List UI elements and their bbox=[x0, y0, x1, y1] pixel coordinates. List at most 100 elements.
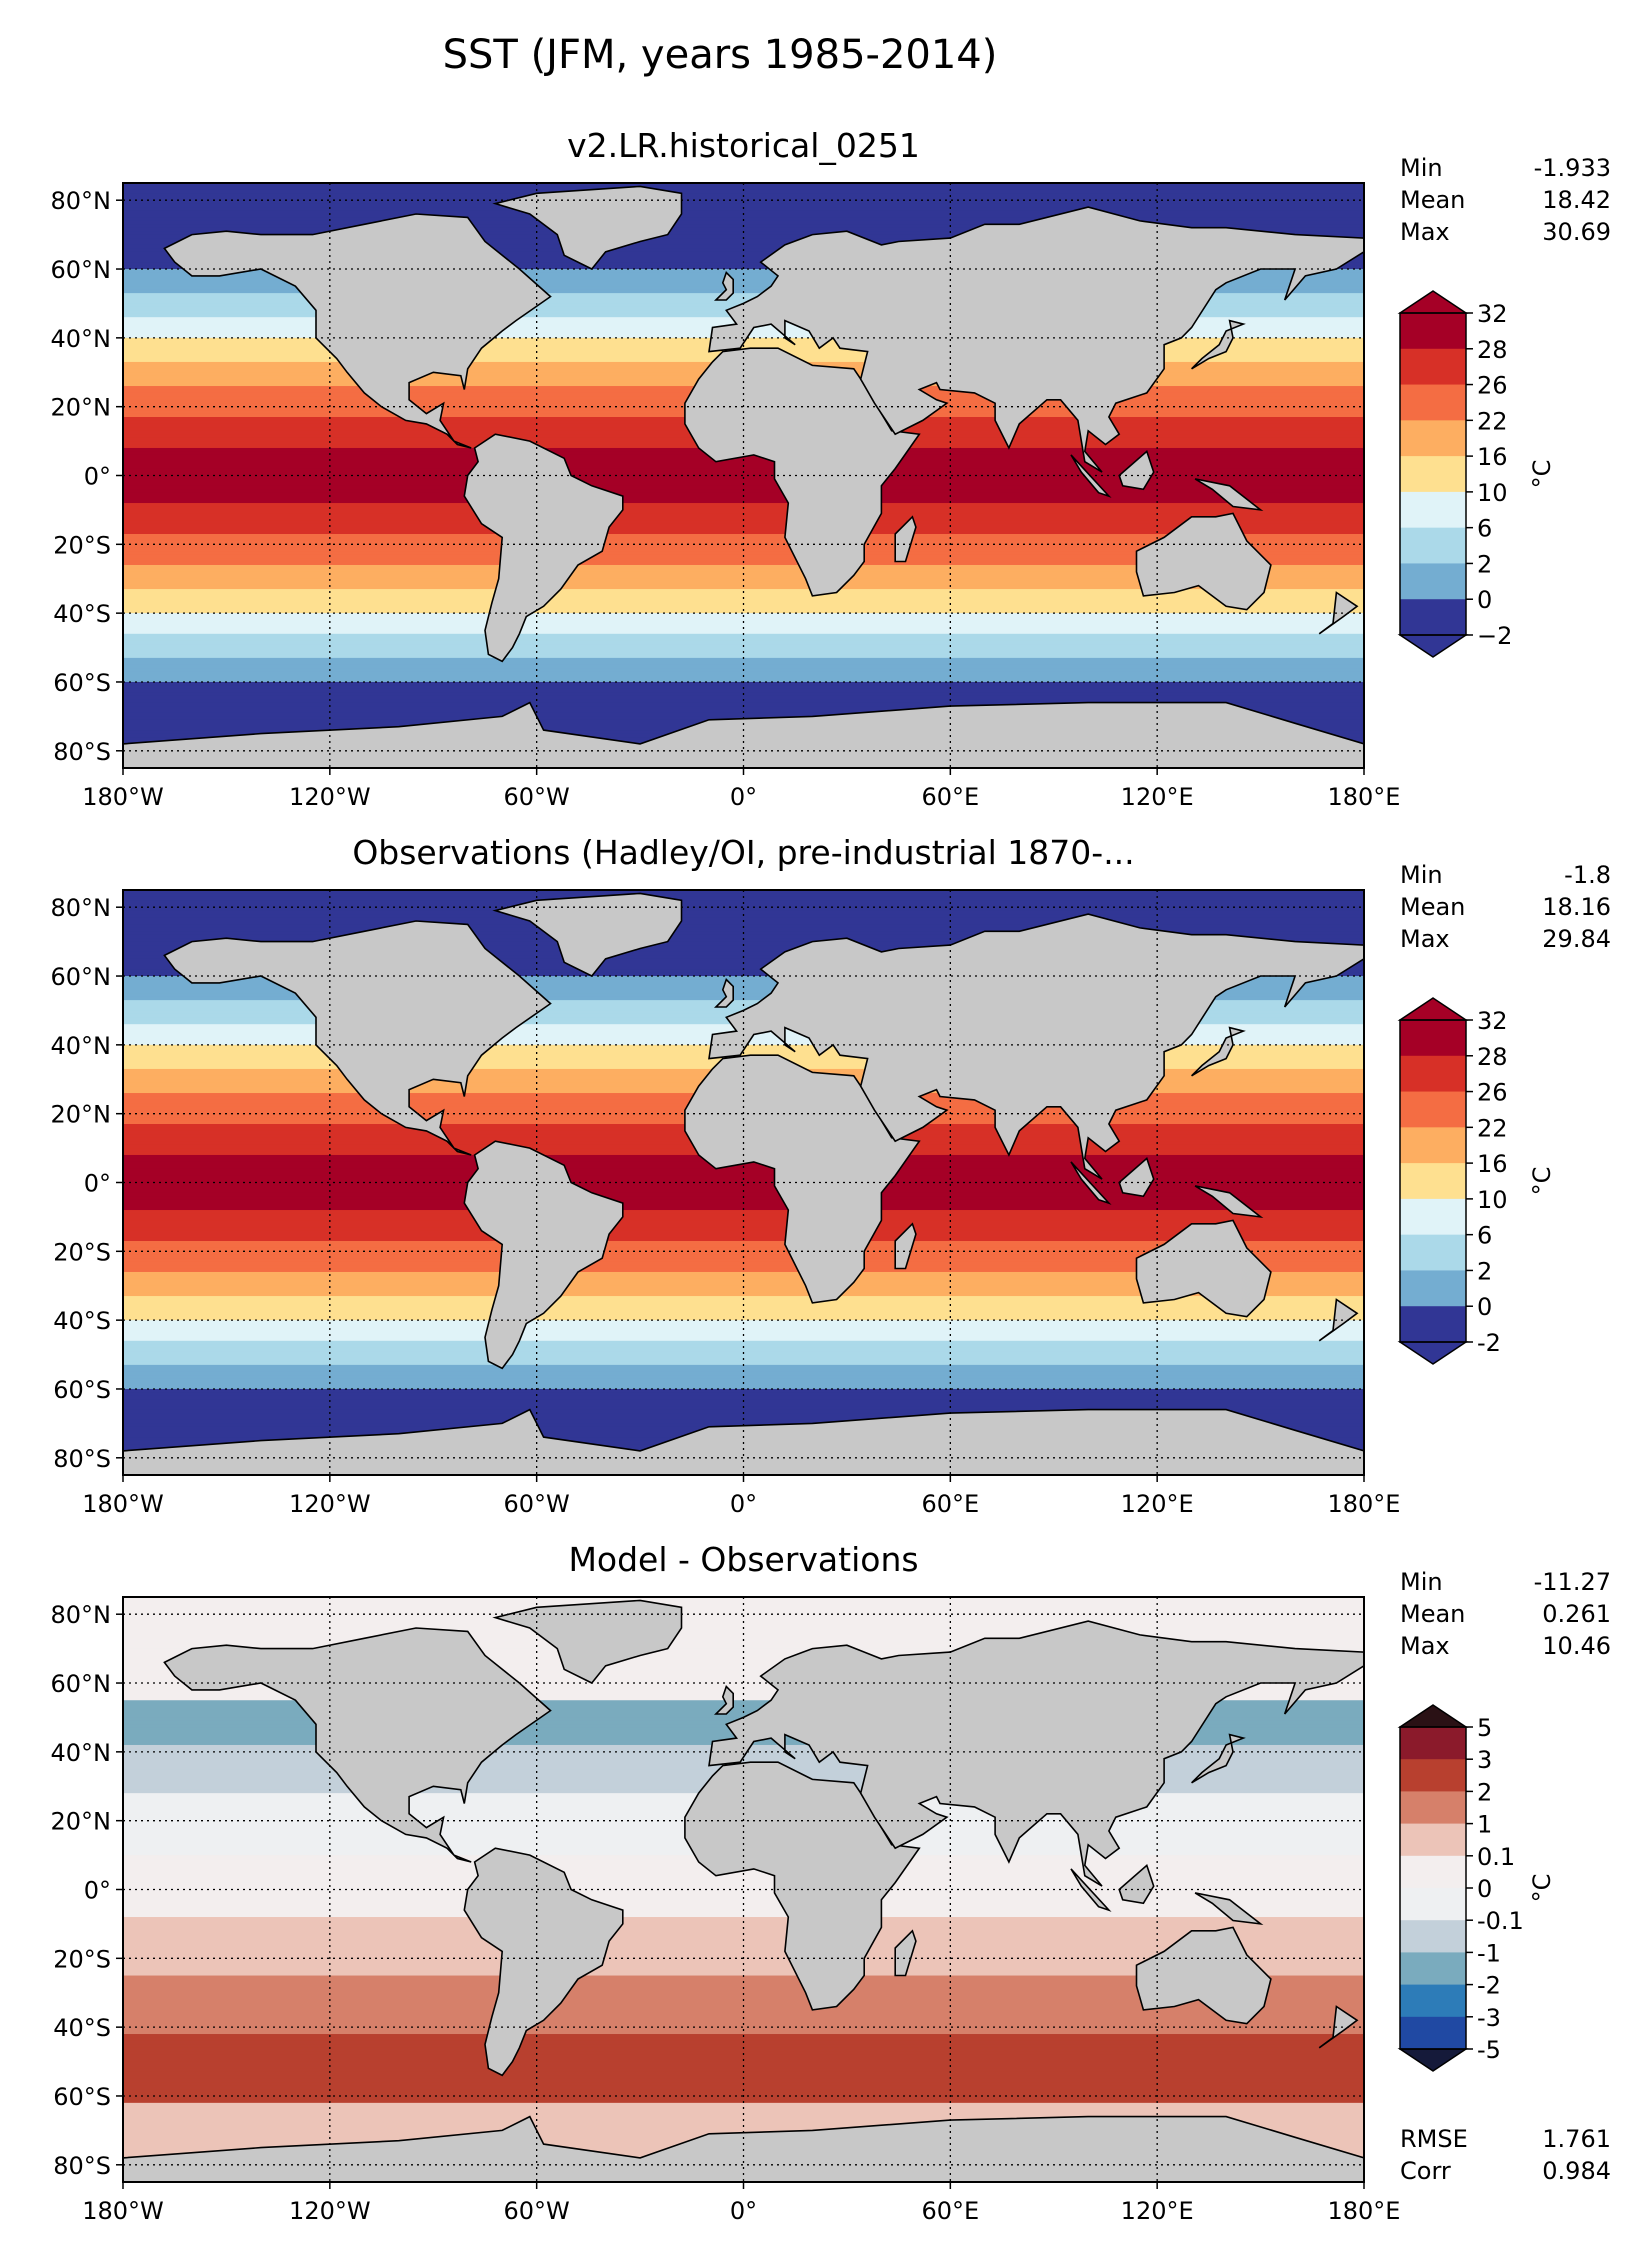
field-band bbox=[123, 671, 1364, 676]
x-tick-label: 120°W bbox=[289, 783, 371, 811]
field-band bbox=[123, 585, 1364, 590]
field-band bbox=[123, 300, 1364, 305]
colorbar-segment bbox=[1400, 527, 1466, 564]
y-tick-label: 80°N bbox=[51, 187, 112, 215]
colorbar-unit-label: °C bbox=[1528, 1167, 1556, 1196]
y-tick-label: 60°N bbox=[51, 1670, 112, 1698]
field-band bbox=[123, 1247, 1364, 1252]
colorbar-tick-label: 28 bbox=[1477, 1043, 1508, 1071]
field-band bbox=[123, 699, 1364, 704]
field-band bbox=[123, 238, 1364, 243]
field-band bbox=[123, 934, 1364, 939]
field-band bbox=[123, 1917, 1364, 1922]
field-band bbox=[123, 1676, 1364, 1681]
stat-label: Max bbox=[1400, 925, 1450, 953]
field-band bbox=[123, 965, 1364, 970]
stat-value: 18.16 bbox=[1542, 893, 1611, 921]
land-mass bbox=[463, 1140, 624, 1370]
field-band bbox=[123, 568, 1364, 573]
y-tick-label: 20°S bbox=[53, 1238, 111, 1266]
colorbar-tick-label: 2 bbox=[1477, 1778, 1492, 1806]
field-band bbox=[123, 969, 1364, 974]
field-band bbox=[123, 2126, 1364, 2131]
y-tick-label: 20°S bbox=[53, 1945, 111, 1973]
field-band bbox=[123, 2006, 1364, 2011]
field-band bbox=[123, 1402, 1364, 1407]
field-band bbox=[123, 1395, 1364, 1400]
field-band bbox=[123, 1172, 1364, 1177]
field-band bbox=[123, 633, 1364, 638]
field-band bbox=[123, 1354, 1364, 1359]
field-band bbox=[123, 678, 1364, 683]
colorbar-tick-label: 10 bbox=[1477, 1186, 1508, 1214]
field-band bbox=[123, 989, 1364, 994]
field-band bbox=[123, 1241, 1364, 1246]
colorbar-unit-label: °C bbox=[1528, 1874, 1556, 1903]
land-mass bbox=[894, 1222, 917, 1270]
colorbar-extend-top bbox=[1397, 997, 1469, 1021]
colorbar-segment bbox=[1400, 1163, 1466, 1200]
stat-label: Mean bbox=[1400, 893, 1465, 921]
field-band bbox=[123, 1683, 1364, 1688]
field-band bbox=[123, 183, 1364, 188]
y-tick-label: 60°N bbox=[51, 256, 112, 284]
field-band bbox=[123, 2071, 1364, 2076]
field-band bbox=[123, 234, 1364, 239]
stat-label: Min bbox=[1400, 861, 1443, 889]
field-band bbox=[123, 2068, 1364, 2073]
land-mass bbox=[1135, 512, 1272, 611]
colorbar-segment bbox=[1400, 1952, 1466, 1986]
field-band bbox=[123, 1634, 1364, 1639]
field-band bbox=[123, 1696, 1364, 1701]
field-band bbox=[123, 2023, 1364, 2028]
field-band bbox=[123, 1672, 1364, 1677]
field-band bbox=[123, 1216, 1364, 1221]
colorbar-segment bbox=[1400, 1855, 1466, 1889]
field-band bbox=[123, 1982, 1364, 1987]
field-band bbox=[123, 1340, 1364, 1345]
map-frame bbox=[122, 889, 1365, 1476]
field-band bbox=[123, 1658, 1364, 1663]
field-band bbox=[123, 1669, 1364, 1674]
field-band bbox=[123, 1954, 1364, 1959]
stat-value: 0.984 bbox=[1542, 2157, 1611, 2185]
colorbar-segment bbox=[1400, 456, 1466, 493]
colorbar-tick-label: 16 bbox=[1477, 443, 1508, 471]
land-mass bbox=[1118, 1157, 1155, 1198]
y-tick-label: 80°S bbox=[53, 1445, 111, 1473]
field-band bbox=[123, 1652, 1364, 1657]
field-band bbox=[123, 2085, 1364, 2090]
land-mass bbox=[1135, 1926, 1272, 2025]
field-band bbox=[123, 1210, 1364, 1215]
colorbar-extend-bottom bbox=[1397, 1341, 1469, 1365]
field-band bbox=[123, 1323, 1364, 1328]
field-band bbox=[123, 609, 1364, 614]
x-tick-label: 180°E bbox=[1328, 1490, 1401, 1518]
map-frame bbox=[122, 182, 1365, 769]
x-tick-label: 60°E bbox=[921, 783, 979, 811]
field-band bbox=[123, 1289, 1364, 1294]
field-band bbox=[123, 231, 1364, 236]
field-band bbox=[123, 496, 1364, 501]
land-mass bbox=[894, 1929, 917, 1977]
field-band bbox=[123, 1892, 1364, 1897]
land-mass bbox=[1135, 1219, 1272, 1318]
colorbar-frame bbox=[1399, 1019, 1467, 1343]
field-band bbox=[123, 1388, 1364, 1394]
y-tick-label: 0° bbox=[84, 1877, 111, 1905]
land-mass bbox=[894, 515, 917, 563]
land-mass bbox=[684, 347, 921, 597]
field-band bbox=[123, 1337, 1364, 1342]
field-band bbox=[123, 1265, 1364, 1270]
x-tick-label: 120°W bbox=[289, 2197, 371, 2225]
field-band bbox=[123, 982, 1364, 987]
field-band bbox=[123, 472, 1364, 477]
land-mass bbox=[1194, 478, 1264, 512]
stat-value: 1.761 bbox=[1542, 2125, 1611, 2153]
field-band bbox=[123, 1409, 1364, 1414]
field-band bbox=[123, 534, 1364, 539]
field-band bbox=[123, 189, 1364, 194]
field-band bbox=[123, 2109, 1364, 2114]
